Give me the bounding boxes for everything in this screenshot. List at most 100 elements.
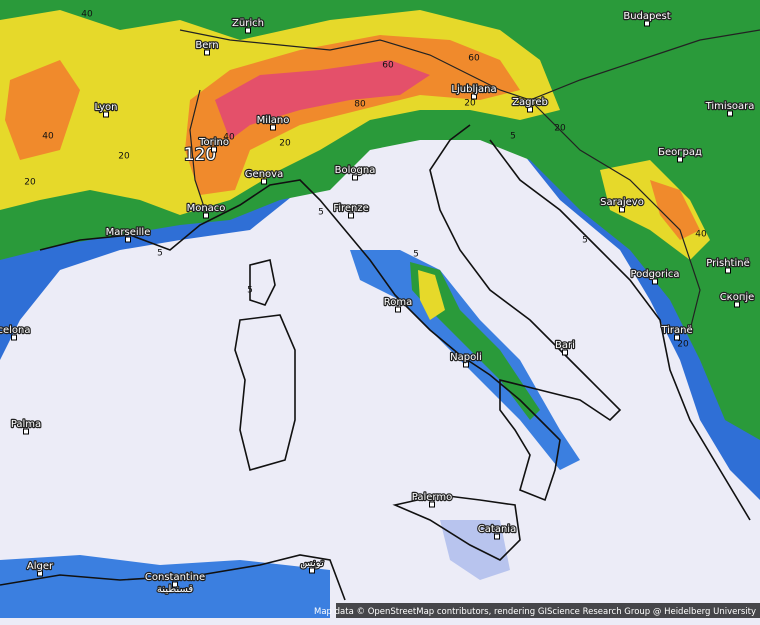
coastline <box>489 139 751 521</box>
city-marker <box>103 111 109 118</box>
isoline-label: 20 <box>554 124 566 134</box>
precip-area <box>5 60 80 160</box>
city-label: تونس <box>300 558 324 569</box>
city-label: Timisoara <box>705 101 755 112</box>
precip-area <box>440 520 510 580</box>
city-marker <box>245 27 251 34</box>
city-label: Bari <box>555 340 575 351</box>
city-label: Constantine <box>145 572 205 583</box>
isoline-label: 20 <box>24 178 36 188</box>
city-marker <box>204 49 210 56</box>
city-marker <box>352 174 358 181</box>
city-label: Napoli <box>450 352 482 363</box>
isoline-label: 60 <box>382 61 394 71</box>
city-marker <box>644 20 650 27</box>
city-label: Palma <box>11 419 41 430</box>
coastline <box>234 314 296 471</box>
city-marker <box>527 106 533 113</box>
isoline-label: 40 <box>42 132 54 142</box>
isoline-label: 20 <box>464 99 476 109</box>
isoline-label: 5 <box>157 249 163 259</box>
attribution: Map data © OpenStreetMap contributors, r… <box>314 607 756 617</box>
border <box>529 99 701 331</box>
isoline-label: 60 <box>468 54 480 64</box>
city-marker <box>11 334 17 341</box>
city-marker <box>562 349 568 356</box>
isoline-label: 20 <box>677 340 689 350</box>
city-label: Genova <box>245 169 283 180</box>
city-marker <box>725 267 731 274</box>
border <box>189 89 206 211</box>
city-marker <box>674 334 680 341</box>
isoline-label: 5 <box>318 208 324 218</box>
city-marker <box>203 212 209 219</box>
city-marker <box>619 206 625 213</box>
city-marker <box>734 301 740 308</box>
city-label: قسنطينة <box>157 584 194 595</box>
precip-area <box>0 555 330 618</box>
isoline-label: 120 <box>184 145 216 165</box>
city-label: Ljubljana <box>451 84 496 95</box>
city-label: Lyon <box>94 102 117 113</box>
isoline-label: 80 <box>354 100 366 110</box>
coastline <box>249 259 276 306</box>
city-label: Catania <box>478 524 516 535</box>
isoline-label: 5 <box>582 236 588 246</box>
city-marker <box>261 178 267 185</box>
city-marker <box>471 93 477 100</box>
isoline-label: 5 <box>247 286 253 296</box>
coastline <box>392 494 521 561</box>
city-label: Palermo <box>412 492 452 503</box>
city-marker <box>348 212 354 219</box>
city-marker <box>125 236 131 243</box>
isoline-label: 20 <box>279 139 291 149</box>
city-label: Alger <box>27 561 54 572</box>
coastline <box>0 554 346 601</box>
isoline-label: 40 <box>81 10 93 20</box>
city-marker <box>23 428 29 435</box>
city-label: Zagreb <box>512 97 548 108</box>
border <box>179 29 760 101</box>
city-marker <box>172 581 178 588</box>
city-marker <box>211 146 217 153</box>
precip-area <box>418 270 445 320</box>
precip-area <box>350 250 580 470</box>
city-label: Budapest <box>623 11 670 22</box>
city-marker <box>494 533 500 540</box>
isoline-label: 40 <box>223 133 235 143</box>
city-label: Prishtinë <box>706 258 749 269</box>
city-label: Zürich <box>232 18 264 29</box>
isoline-label: 5 <box>510 132 516 142</box>
city-label: Milano <box>257 115 290 126</box>
city-marker <box>309 567 315 574</box>
city-label: Београд <box>658 147 702 158</box>
city-label: Roma <box>384 297 413 308</box>
city-label: Torino <box>198 137 229 148</box>
isoline-label: 20 <box>118 152 130 162</box>
coastline <box>39 124 622 502</box>
city-marker <box>395 306 401 313</box>
city-label: Bologna <box>335 165 376 176</box>
city-marker <box>270 124 276 131</box>
city-label: Sarajevo <box>600 197 644 208</box>
city-marker <box>727 110 733 117</box>
attribution-box <box>336 603 760 618</box>
city-label: celona <box>0 325 31 336</box>
city-label: Monaco <box>187 203 226 214</box>
precip-area <box>650 180 700 240</box>
city-marker <box>652 278 658 285</box>
city-label: Скопје <box>720 291 755 303</box>
city-marker <box>677 156 683 163</box>
isoline-label: 40 <box>695 230 707 240</box>
city-marker <box>429 501 435 508</box>
city-label: Firenze <box>333 203 369 214</box>
city-marker <box>463 361 469 368</box>
isoline-label: 5 <box>413 250 419 260</box>
city-label: Marseille <box>106 227 151 238</box>
precip-area <box>215 60 430 140</box>
city-label: Tiranë <box>660 325 692 336</box>
city-marker <box>37 570 43 577</box>
city-label: Podgorica <box>630 269 679 280</box>
city-label: Bern <box>195 40 218 51</box>
